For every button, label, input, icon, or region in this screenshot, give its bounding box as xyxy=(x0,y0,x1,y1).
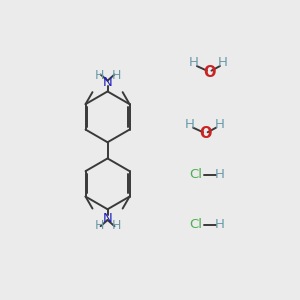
Text: H: H xyxy=(214,218,224,231)
Text: N: N xyxy=(103,76,112,89)
Text: N: N xyxy=(103,212,112,225)
Text: H: H xyxy=(94,69,104,82)
Text: O: O xyxy=(199,126,212,141)
Text: H: H xyxy=(111,69,121,82)
Text: O: O xyxy=(203,65,215,80)
Text: Cl: Cl xyxy=(190,218,202,231)
Text: H: H xyxy=(214,118,224,131)
Text: H: H xyxy=(218,56,228,69)
Text: Cl: Cl xyxy=(190,168,202,181)
Text: H: H xyxy=(185,118,195,131)
Text: H: H xyxy=(214,168,224,181)
Text: H: H xyxy=(189,56,199,69)
Text: H: H xyxy=(111,219,121,232)
Text: H: H xyxy=(94,219,104,232)
